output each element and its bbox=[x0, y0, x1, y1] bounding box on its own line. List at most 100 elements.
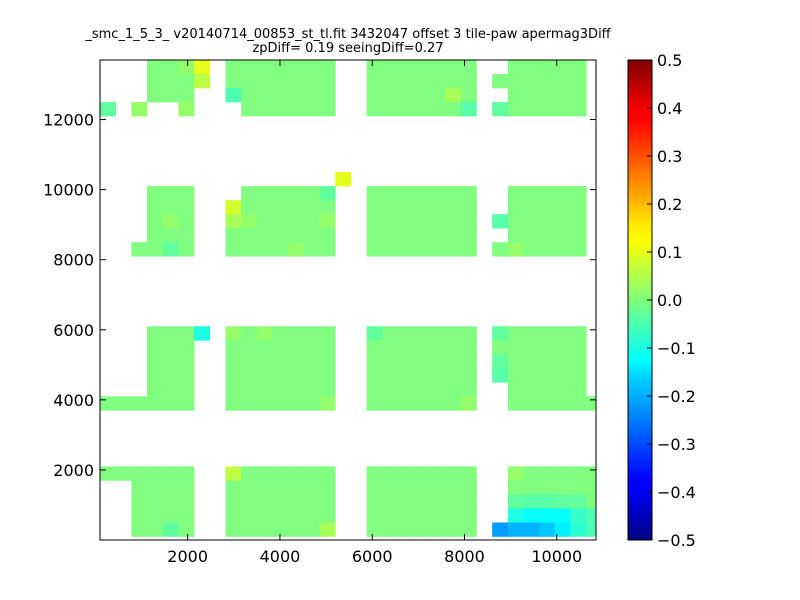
heatmap-cell bbox=[539, 466, 556, 481]
heatmap-cell bbox=[288, 88, 305, 103]
heatmap-cell bbox=[303, 242, 320, 257]
heatmap-cell bbox=[382, 74, 399, 89]
heatmap-cell bbox=[429, 60, 446, 75]
heatmap-cell bbox=[241, 74, 258, 89]
heatmap-cell bbox=[241, 60, 258, 75]
heatmap-cell bbox=[272, 214, 289, 229]
heatmap-cell bbox=[523, 186, 540, 201]
heatmap-cell bbox=[256, 396, 273, 411]
x-tick-label: 4000 bbox=[260, 547, 301, 566]
heatmap-cell bbox=[539, 102, 556, 117]
heatmap-cell bbox=[288, 508, 305, 523]
heatmap-cell bbox=[445, 480, 462, 495]
heatmap-cell bbox=[507, 74, 524, 89]
heatmap-cell bbox=[225, 466, 242, 481]
heatmap-cell bbox=[162, 228, 179, 243]
heatmap-cell bbox=[225, 340, 242, 355]
heatmap-cell bbox=[539, 508, 556, 523]
heatmap-cell bbox=[429, 368, 446, 383]
heatmap-cell bbox=[319, 88, 336, 103]
heatmap-cell bbox=[570, 368, 587, 383]
heatmap-cell bbox=[178, 396, 195, 411]
heatmap-cell bbox=[570, 102, 587, 117]
heatmap-cell bbox=[303, 214, 320, 229]
heatmap-cell bbox=[162, 88, 179, 103]
heatmap-cell bbox=[382, 522, 399, 537]
heatmap-cell bbox=[398, 186, 415, 201]
heatmap-cell bbox=[256, 214, 273, 229]
heatmap-cell bbox=[413, 200, 430, 215]
heatmap-cell bbox=[162, 522, 179, 537]
heatmap-cell bbox=[147, 368, 164, 383]
heatmap-cell bbox=[523, 228, 540, 243]
heatmap-cell bbox=[523, 354, 540, 369]
heatmap-cell bbox=[413, 326, 430, 341]
heatmap-cell bbox=[272, 88, 289, 103]
heatmap-cell bbox=[413, 102, 430, 117]
heatmap-cell bbox=[523, 480, 540, 495]
heatmap-cell bbox=[429, 214, 446, 229]
heatmap-cell bbox=[460, 74, 477, 89]
x-tick-label: 2000 bbox=[167, 547, 208, 566]
heatmap-cell bbox=[413, 494, 430, 509]
heatmap-cell bbox=[492, 326, 509, 341]
heatmap-cell bbox=[429, 396, 446, 411]
heatmap-cell bbox=[303, 382, 320, 397]
heatmap-cell bbox=[303, 396, 320, 411]
heatmap-cell bbox=[539, 368, 556, 383]
heatmap-cell bbox=[413, 480, 430, 495]
heatmap-cell bbox=[445, 102, 462, 117]
heatmap-cell bbox=[147, 396, 164, 411]
heatmap-cell bbox=[225, 480, 242, 495]
heatmap-cell bbox=[256, 200, 273, 215]
heatmap-cell bbox=[429, 508, 446, 523]
heatmap-cell bbox=[272, 522, 289, 537]
colorbar bbox=[627, 59, 653, 541]
heatmap-cell bbox=[570, 74, 587, 89]
heatmap-cell bbox=[523, 368, 540, 383]
heatmap-cell bbox=[131, 396, 148, 411]
heatmap-cell bbox=[366, 60, 383, 75]
heatmap-cell bbox=[507, 522, 524, 537]
heatmap-cell bbox=[319, 102, 336, 117]
heatmap-cell bbox=[162, 396, 179, 411]
heatmap-cell bbox=[225, 354, 242, 369]
heatmap-cell bbox=[429, 480, 446, 495]
heatmap-cell bbox=[178, 186, 195, 201]
heatmap-cell bbox=[178, 200, 195, 215]
heatmap-cell bbox=[460, 368, 477, 383]
heatmap-cell bbox=[429, 382, 446, 397]
heatmap-cell bbox=[460, 60, 477, 75]
heatmap-cell bbox=[460, 242, 477, 257]
heatmap-cell bbox=[178, 354, 195, 369]
heatmap-cell bbox=[288, 60, 305, 75]
heatmap-cell bbox=[460, 326, 477, 341]
heatmap-cell bbox=[429, 522, 446, 537]
heatmap-cell bbox=[507, 466, 524, 481]
heatmap-cell bbox=[413, 508, 430, 523]
heatmap-cell bbox=[382, 60, 399, 75]
heatmap-cell bbox=[225, 494, 242, 509]
heatmap-cell bbox=[445, 200, 462, 215]
heatmap-cell bbox=[539, 326, 556, 341]
heatmap-cell bbox=[241, 508, 258, 523]
heatmap-cell bbox=[319, 396, 336, 411]
heatmap-cell bbox=[256, 354, 273, 369]
heatmap-cell bbox=[523, 508, 540, 523]
heatmap-cell bbox=[539, 214, 556, 229]
heatmap-cell bbox=[539, 74, 556, 89]
heatmap-cell bbox=[225, 60, 242, 75]
heatmap-cell bbox=[272, 242, 289, 257]
heatmap-cell bbox=[225, 396, 242, 411]
colorbar-tick-label: −0.4 bbox=[657, 483, 696, 502]
heatmap-cell bbox=[178, 466, 195, 481]
heatmap-cell bbox=[539, 88, 556, 103]
heatmap-cell bbox=[319, 382, 336, 397]
heatmap-cell bbox=[429, 74, 446, 89]
heatmap-cell bbox=[539, 242, 556, 257]
heatmap-cell bbox=[554, 200, 571, 215]
heatmap-cell bbox=[272, 508, 289, 523]
heatmap-cell bbox=[335, 172, 352, 187]
heatmap-cell bbox=[366, 466, 383, 481]
heatmap-cell bbox=[100, 102, 116, 117]
